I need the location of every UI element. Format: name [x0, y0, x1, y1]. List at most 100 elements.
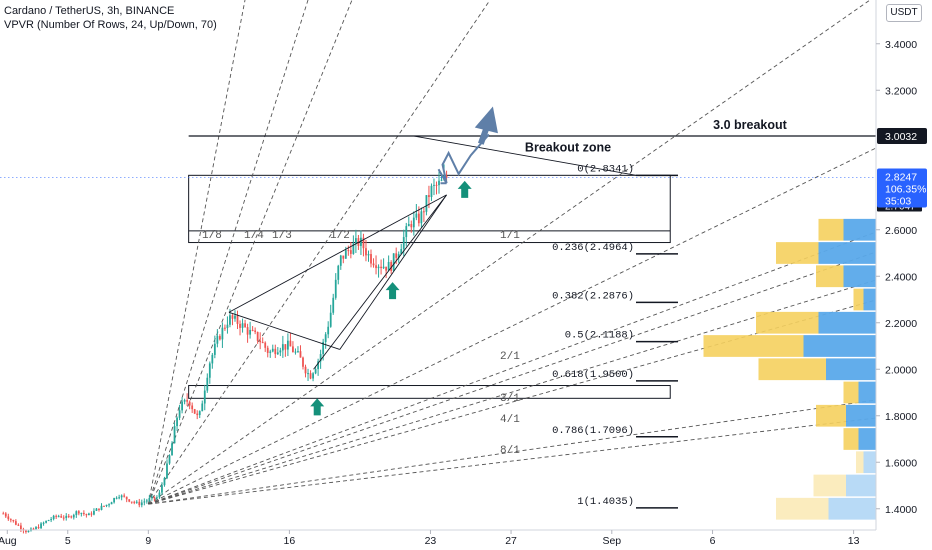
volume-bar-up [858, 428, 876, 450]
candle-body [118, 497, 121, 499]
candle-body [289, 340, 292, 347]
candle-body [196, 413, 199, 416]
candle-body [332, 297, 335, 313]
candle-body [365, 248, 367, 256]
volume-bar-down [818, 218, 844, 241]
last-price-tag [877, 168, 927, 208]
gann-fan-label: 1/8 [202, 230, 222, 242]
candle-body [317, 361, 320, 370]
candle-body [145, 500, 148, 502]
candle-body [171, 443, 173, 456]
candle-body [319, 354, 322, 362]
candle-body [362, 237, 365, 249]
candle-body [37, 527, 40, 529]
candle-body [75, 511, 78, 515]
candle-body [420, 211, 423, 224]
volume-bar-up [818, 242, 876, 264]
candle-body [292, 346, 294, 353]
gann-fan-line [148, 279, 877, 505]
price-tick-label: 2.0000 [885, 364, 917, 376]
volume-bar-down [816, 265, 844, 288]
candle-body [133, 501, 136, 503]
candle-body [123, 495, 126, 497]
candle-body [62, 517, 65, 519]
fib-level-label: 0.786(1.7096) [552, 425, 634, 437]
volume-bar-down [813, 474, 846, 497]
candle-body [166, 463, 168, 479]
candle-body [55, 515, 58, 517]
candle-body [52, 515, 55, 520]
candle-body [82, 512, 85, 515]
price-tick-label: 2.2000 [885, 318, 917, 330]
volume-bar-down [758, 358, 826, 381]
volume-bar-up [858, 381, 876, 404]
candle-body [140, 502, 143, 506]
chart-header: Cardano / TetherUS, 3h, BINANCE VPVR (Nu… [4, 4, 217, 32]
last-price-value: 2.8247 [885, 172, 917, 184]
candles-layer [2, 164, 448, 534]
candle-body [309, 373, 312, 379]
candle-body [153, 496, 156, 499]
volume-bar-up [828, 497, 876, 520]
candle-body [158, 492, 161, 498]
volume-bar-up [863, 288, 876, 311]
price-tick-label: 1.8000 [885, 411, 917, 423]
volume-bar-up [818, 311, 876, 334]
volume-bar-down [843, 381, 859, 404]
volume-bar-down [816, 404, 846, 427]
candle-body [347, 250, 350, 252]
gann-fan-label: 1/1 [500, 230, 520, 242]
candle-body [93, 510, 95, 515]
candle-body [211, 354, 214, 364]
gann-fan-label: 3/1 [500, 393, 520, 405]
candle-body [428, 195, 430, 198]
candle-body [249, 329, 252, 335]
candle-body [259, 340, 262, 343]
candle-body [299, 351, 302, 358]
candle-body [143, 501, 146, 503]
breakout-level-tag-label: 3.0032 [885, 131, 917, 143]
candle-body [138, 501, 141, 506]
volume-bar-up [846, 474, 876, 497]
candle-body [392, 253, 395, 271]
candle-body [161, 485, 163, 493]
wedge-lower-line [313, 194, 447, 370]
candle-body [229, 315, 231, 325]
volume-bar-down [776, 497, 829, 520]
gann-fan-label: 1/3 [272, 230, 292, 242]
candle-body [342, 255, 345, 259]
candle-body [40, 523, 42, 529]
indicator-title[interactable]: VPVR (Number Of Rows, 24, Up/Down, 70) [4, 19, 217, 31]
candle-body [375, 265, 377, 269]
candle-body [98, 508, 100, 510]
fib-level-label: 0.618(1.9500) [552, 369, 634, 381]
candle-body [148, 498, 151, 501]
symbol-title[interactable]: Cardano / TetherUS, 3h, BINANCE [4, 5, 175, 17]
candle-body [367, 254, 370, 256]
price-tick-label: 1.6000 [885, 457, 917, 469]
candle-body [224, 327, 226, 329]
gann-fan-label: 4/1 [500, 414, 520, 426]
candle-body [269, 351, 272, 353]
projection-path [441, 133, 490, 184]
candle-body [35, 527, 37, 530]
candle-body [12, 519, 15, 522]
candle-body [14, 521, 17, 525]
candle-body [256, 331, 259, 341]
green-up-arrow [385, 282, 400, 300]
gann-fan-layer: 1/8 1/4 1/3 1/2 1/1 2/1 3/1 4/1 8/1 [147, 0, 877, 505]
currency-badge[interactable]: USDT [886, 4, 922, 22]
candle-body [307, 373, 309, 375]
candle-body [216, 336, 219, 344]
candle-body [440, 179, 443, 181]
candle-body [9, 519, 12, 521]
candle-body [206, 377, 209, 391]
candle-body [294, 351, 297, 353]
candle-body [130, 501, 133, 503]
gann-fan-line [147, 0, 491, 505]
candle-body [281, 344, 284, 351]
candle-body [128, 499, 131, 502]
candle-body [173, 426, 176, 444]
candle-body [45, 520, 47, 523]
